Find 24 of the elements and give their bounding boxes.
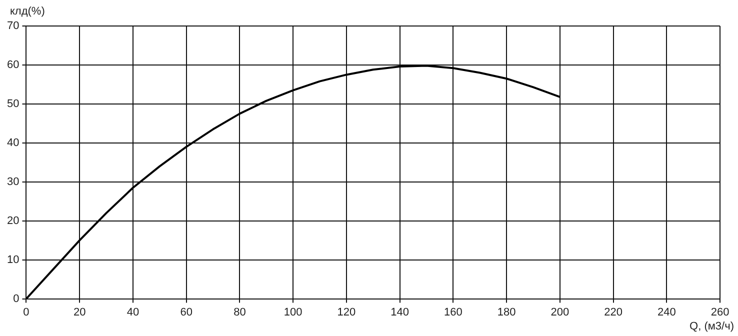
x-tick-label: 100 [284, 306, 302, 318]
x-tick-label: 200 [550, 306, 570, 318]
x-tick-label: 120 [337, 306, 356, 318]
x-tick-label: 260 [710, 306, 730, 318]
x-tick-label: 180 [497, 306, 516, 318]
y-tick-label: 60 [6, 59, 20, 72]
y-tick-label: 50 [6, 98, 20, 110]
x-tick-label: 20 [73, 306, 86, 318]
y-axis-title: клд(%) [10, 6, 45, 18]
x-tick-label: 240 [657, 306, 676, 318]
y-tick-label: 20 [6, 214, 20, 227]
x-tick-label: 40 [126, 306, 140, 318]
y-tick-label: 70 [6, 20, 20, 32]
x-axis-title: Q, (м3/ч) [690, 320, 734, 332]
y-tick-label: 0 [13, 292, 20, 305]
x-tick-label: 140 [390, 306, 409, 318]
y-tick-label: 30 [6, 176, 20, 188]
x-tick-label: 60 [180, 306, 192, 318]
x-tick-label: 220 [604, 306, 622, 318]
y-tick-label: 10 [6, 254, 20, 266]
y-tick-label: 40 [6, 136, 20, 149]
x-tick-label: 0 [23, 306, 30, 318]
x-tick-label: 80 [234, 306, 246, 318]
x-tick-label: 160 [444, 306, 462, 318]
